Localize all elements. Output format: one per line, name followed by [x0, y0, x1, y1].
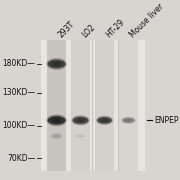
Ellipse shape	[78, 135, 83, 137]
Ellipse shape	[76, 134, 85, 138]
Ellipse shape	[101, 119, 108, 122]
Ellipse shape	[54, 135, 59, 137]
Ellipse shape	[52, 62, 61, 66]
Ellipse shape	[122, 118, 135, 123]
FancyBboxPatch shape	[95, 40, 114, 172]
FancyBboxPatch shape	[71, 40, 90, 172]
Text: 180KD—: 180KD—	[2, 59, 35, 68]
FancyBboxPatch shape	[119, 40, 138, 172]
Ellipse shape	[76, 134, 85, 138]
Text: HT-29: HT-29	[105, 17, 127, 39]
Text: 293T: 293T	[57, 19, 76, 39]
Text: Mouse liver: Mouse liver	[129, 1, 166, 39]
Ellipse shape	[46, 58, 67, 70]
Text: 70KD—: 70KD—	[7, 154, 35, 163]
Ellipse shape	[51, 134, 62, 138]
Ellipse shape	[72, 115, 89, 125]
Ellipse shape	[51, 133, 63, 139]
Text: 100KD—: 100KD—	[2, 121, 35, 130]
Ellipse shape	[46, 114, 67, 126]
Text: LO2: LO2	[81, 22, 97, 39]
Ellipse shape	[73, 117, 88, 124]
Ellipse shape	[48, 60, 66, 68]
Text: 130KD—: 130KD—	[2, 88, 35, 97]
Ellipse shape	[48, 116, 66, 125]
Ellipse shape	[96, 116, 113, 125]
FancyBboxPatch shape	[41, 40, 145, 172]
Ellipse shape	[97, 117, 112, 124]
Text: ENPEP: ENPEP	[154, 116, 178, 125]
FancyBboxPatch shape	[47, 40, 66, 172]
Ellipse shape	[52, 118, 61, 122]
Ellipse shape	[121, 117, 136, 124]
Ellipse shape	[125, 119, 132, 122]
Ellipse shape	[77, 119, 84, 122]
